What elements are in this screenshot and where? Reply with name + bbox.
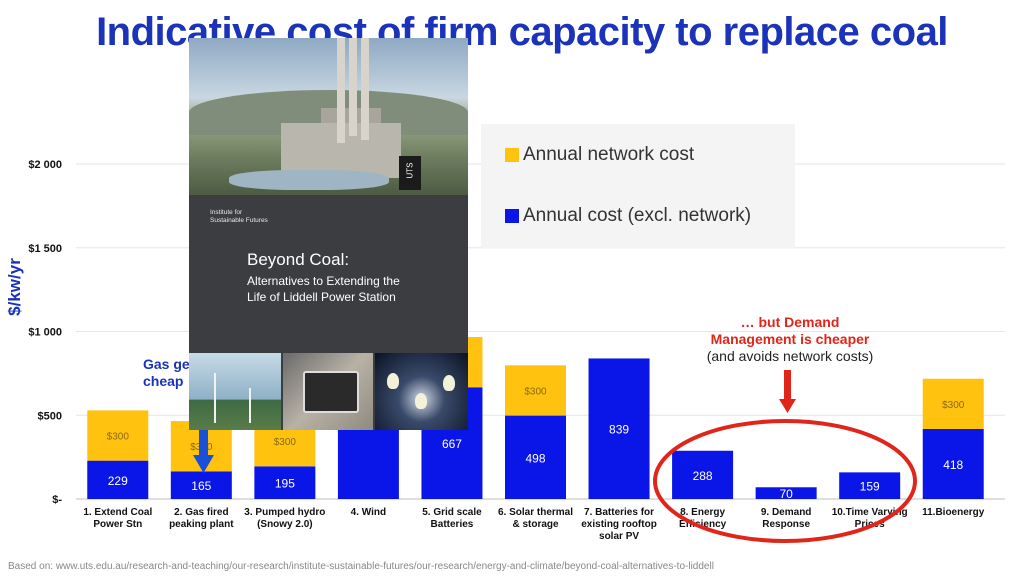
y-tick-label: $- (52, 494, 62, 506)
bar-excl-network (839, 472, 901, 499)
excl-data-label: 195 (275, 477, 295, 491)
source-note: Based on: www.uts.edu.au/research-and-te… (8, 561, 714, 572)
legend-swatch-excl (505, 209, 519, 223)
cover-subtitle: Alternatives to Extending the Life of Li… (247, 274, 400, 304)
y-tick-label: $1 500 (28, 243, 62, 255)
excl-data-label: 498 (525, 451, 545, 465)
bar-excl-network (588, 358, 650, 499)
bar-excl-network (87, 460, 149, 499)
excl-data-label: 159 (860, 480, 880, 494)
bar-excl-network (922, 428, 984, 499)
demand-management-note: … but Demand Management is cheaper (and … (690, 314, 890, 365)
excl-data-label: 288 (693, 469, 713, 483)
x-tick-label: 9. Demand Response (761, 507, 812, 530)
x-tick-label: 1. Extend Coal Power Stn (83, 507, 152, 530)
gas-note-line-1: Gas ge (143, 356, 190, 372)
network-data-label: $300 (274, 437, 297, 448)
bar-excl-network (505, 415, 566, 499)
blue-arrow (193, 424, 214, 473)
bar-excl-network (672, 450, 734, 499)
bar-network (505, 365, 566, 416)
excl-data-label: 418 (943, 458, 963, 472)
x-tick-label: 3. Pumped hydro (Snowy 2.0) (244, 507, 325, 530)
cover-institute: Institute for Sustainable Futures (210, 209, 268, 224)
bar-network (922, 378, 984, 429)
red-arrow (779, 370, 796, 413)
y-tick-label: $2 000 (28, 159, 62, 171)
note-line-3: (and avoids network costs) (706, 348, 874, 364)
cover-photo-strip (189, 353, 468, 430)
note-line-1: … but Demand (740, 314, 840, 330)
gas-note: Gas ge cheap (143, 356, 190, 390)
legend-label-excl: Annual cost (excl. network) (523, 205, 752, 226)
network-data-label: $300 (942, 400, 965, 411)
network-data-label: $300 (107, 432, 130, 443)
uts-logo: UTS (399, 156, 421, 190)
y-axis-label: $/kw/yr (3, 254, 26, 320)
note-line-2: Management is cheaper (710, 331, 870, 347)
x-tick-label: 4. Wind (351, 507, 386, 518)
x-tick-label: 6. Solar thermal & storage (498, 507, 573, 530)
x-tick-label: 2. Gas fired peaking plant (169, 507, 234, 530)
bar-excl-network (170, 471, 232, 499)
x-tick-label: 11.Bioenergy (922, 507, 985, 518)
excl-data-label: 165 (191, 479, 211, 493)
y-tick-label: $500 (38, 410, 62, 422)
cover-heading: Beyond Coal: (247, 250, 350, 269)
y-tick-label: $1 000 (28, 327, 62, 339)
gas-note-line-2: cheap (143, 373, 184, 389)
bar-excl-network (755, 487, 817, 499)
bar-network (87, 410, 149, 461)
x-tick-label: 5. Grid scale Batteries (422, 507, 482, 530)
legend: Annual network cost Annual cost (excl. n… (481, 124, 795, 248)
legend-item-excl: Annual cost (excl. network) (505, 205, 751, 227)
power-station-photo: UTS (189, 38, 468, 195)
excl-data-label: 667 (442, 437, 462, 451)
tablet-photo (283, 353, 373, 430)
wind-turbine-photo (189, 353, 281, 430)
x-tick-label: 8. Energy Efficiency (679, 507, 727, 530)
report-cover-image: UTS Institute for Sustainable Futures Be… (189, 38, 468, 430)
legend-swatch-network (505, 148, 519, 162)
x-tick-label: 7. Batteries for existing rooftop solar PV (581, 507, 657, 542)
bar-excl-network (254, 466, 316, 499)
network-data-label: $300 (524, 386, 547, 397)
legend-item-network: Annual network cost (505, 144, 694, 166)
excl-data-label: 229 (108, 474, 128, 488)
excl-data-label: 70 (779, 487, 793, 501)
light-bulb-photo (375, 353, 468, 430)
legend-label-network: Annual network cost (523, 144, 695, 165)
excl-data-label: 839 (609, 423, 629, 437)
highlight-circle (653, 419, 917, 543)
